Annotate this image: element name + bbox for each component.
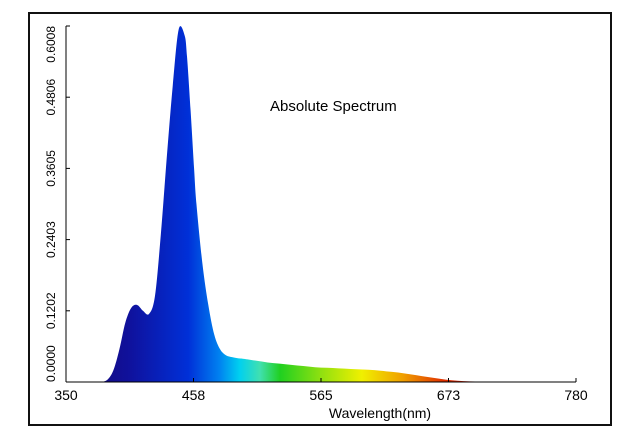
x-tick-label: 780: [564, 387, 588, 403]
spectrum-area: [101, 26, 493, 382]
y-tick-label: 0.3605: [44, 150, 58, 187]
x-tick-label: 673: [437, 387, 461, 403]
y-tick-label: 0.2403: [44, 221, 58, 258]
y-tick-label: 0.4806: [44, 79, 58, 116]
x-axis-title: Wavelength(nm): [329, 405, 431, 421]
chart-title: Absolute Spectrum: [270, 98, 397, 115]
x-tick-label: 350: [54, 387, 78, 403]
y-tick-label: 0.6008: [44, 26, 58, 63]
chart-frame: 0.0000 0.1202 0.2403 0.3605 0.4806 0.6008 350…: [28, 12, 612, 426]
x-tick-label: 565: [309, 387, 333, 403]
spectrum-chart: 0.0000 0.1202 0.2403 0.3605 0.4806 0.6008 350…: [44, 25, 588, 421]
y-tick-label: 0.1202: [44, 292, 58, 329]
y-tick-label: 0.0000: [44, 345, 58, 382]
x-tick-label: 458: [182, 387, 206, 403]
